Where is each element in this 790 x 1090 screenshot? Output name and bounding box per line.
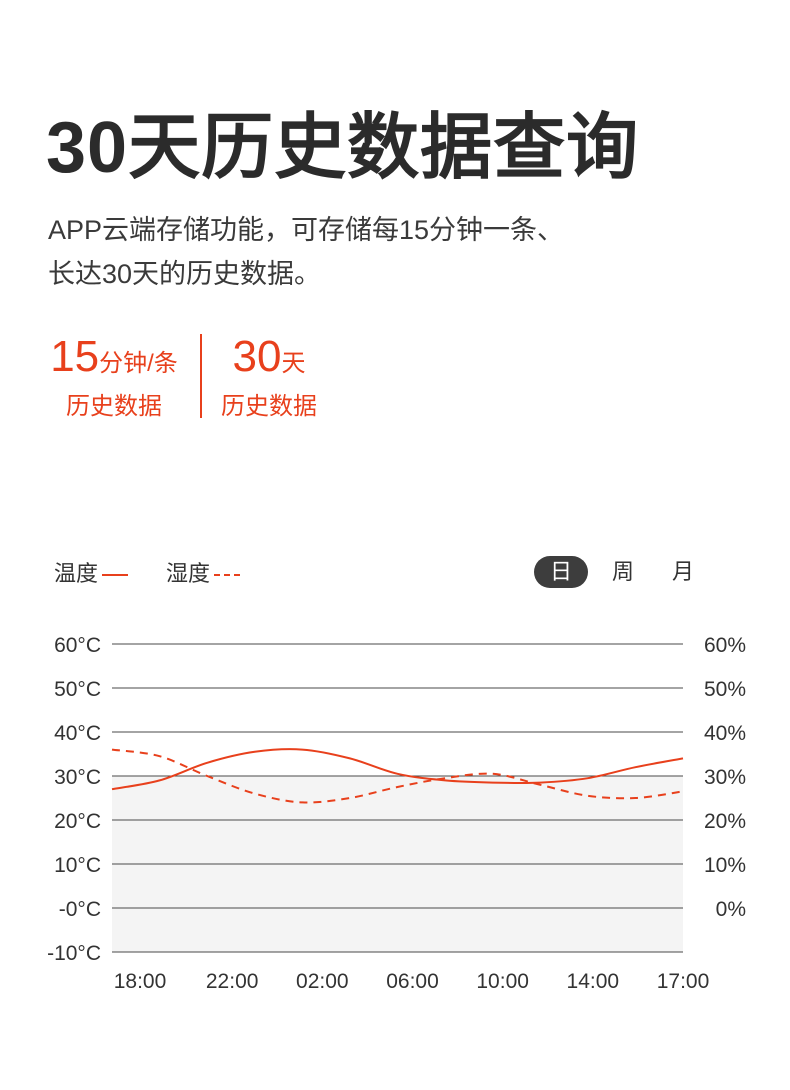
description-line-2: 长达30天的历史数据。 xyxy=(48,259,322,289)
stat-divider xyxy=(200,334,202,418)
y-left-tick-label: 20°C xyxy=(54,810,101,833)
stat-interval-label: 历史数据 xyxy=(66,393,162,420)
y-left-tick-label: 50°C xyxy=(54,678,101,701)
x-tick-label: 18:00 xyxy=(114,970,167,993)
humidity-series-line xyxy=(111,748,684,804)
stat-interval-unit: 分钟/条 xyxy=(99,350,178,377)
legend-humidity: 湿度 xyxy=(166,556,241,588)
description: APP云端存储功能，可存储每15分钟一条、 长达30天的历史数据。 xyxy=(48,208,564,296)
x-tick-label: 02:00 xyxy=(296,970,349,993)
description-line-1: APP云端存储功能，可存储每15分钟一条、 xyxy=(48,215,565,245)
y-right-tick-label: 40% xyxy=(704,722,746,745)
stat-duration-value: 30 xyxy=(232,332,282,381)
temperature-series-line xyxy=(111,748,684,791)
y-left-tick-label: 60°C xyxy=(54,634,101,657)
y-right-tick-label: 60% xyxy=(704,634,746,657)
stat-duration-value-row: 30天 xyxy=(214,332,324,389)
tab-month[interactable]: 月 xyxy=(671,559,694,584)
x-tick-label: 17:00 xyxy=(657,970,710,993)
x-tick-label: 10:00 xyxy=(476,970,529,993)
stat-duration-unit: 天 xyxy=(281,350,306,377)
legend-humidity-label: 湿度 xyxy=(166,561,211,586)
x-tick-label: 22:00 xyxy=(206,970,259,993)
page-title: 30天历史数据查询 xyxy=(46,108,640,188)
tab-day[interactable]: 日 xyxy=(534,556,588,588)
legend-solid-line-icon xyxy=(102,574,129,577)
y-right-tick-label: 50% xyxy=(704,678,746,701)
y-left-tick-label: 30°C xyxy=(54,766,101,789)
stat-interval: 15分钟/条 历史数据 xyxy=(44,332,184,425)
stat-interval-value-row: 15分钟/条 xyxy=(44,332,184,389)
stat-duration-label: 历史数据 xyxy=(221,393,317,420)
y-right-tick-label: 10% xyxy=(704,854,746,877)
y-left-tick-label: -0°C xyxy=(59,898,101,921)
y-right-tick-label: 0% xyxy=(716,898,746,921)
legend-dashed-line-icon xyxy=(214,574,241,577)
history-line-chart: 60°C 50°C 40°C 30°C 20°C 10°C -0°C -10°C 60% 50% 4… xyxy=(47,634,746,993)
y-left-tick-label: 40°C xyxy=(54,722,101,745)
tab-week[interactable]: 周 xyxy=(611,559,634,584)
y-right-tick-label: 30% xyxy=(704,766,746,789)
y-left-tick-label: -10°C xyxy=(47,942,101,965)
x-tick-label: 14:00 xyxy=(567,970,620,993)
legend-temperature-label: 温度 xyxy=(54,561,99,586)
stat-interval-value: 15 xyxy=(50,332,100,381)
x-tick-label: 06:00 xyxy=(386,970,439,993)
stat-duration: 30天 历史数据 xyxy=(214,332,324,425)
y-left-tick-label: 10°C xyxy=(54,854,101,877)
y-right-tick-label: 20% xyxy=(704,810,746,833)
legend-temperature: 温度 xyxy=(54,556,129,588)
